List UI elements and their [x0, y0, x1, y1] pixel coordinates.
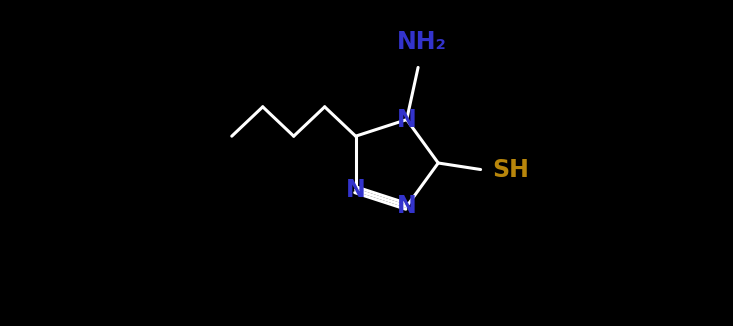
Text: N: N — [397, 194, 416, 218]
Text: N: N — [397, 108, 416, 132]
Text: SH: SH — [492, 157, 529, 182]
Text: NH₂: NH₂ — [397, 30, 446, 54]
Text: N: N — [346, 178, 366, 202]
